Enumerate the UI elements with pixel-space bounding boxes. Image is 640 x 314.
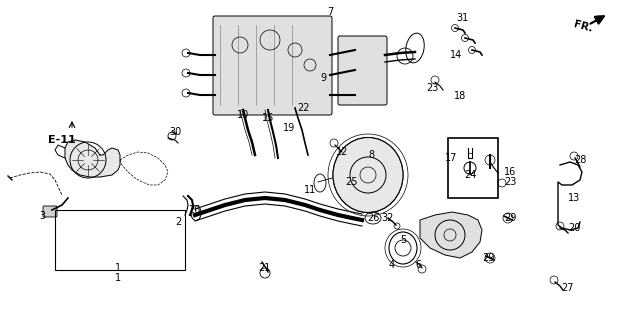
Polygon shape xyxy=(65,140,120,177)
Text: 31: 31 xyxy=(456,13,468,23)
Text: 5: 5 xyxy=(400,235,406,245)
Text: 19: 19 xyxy=(283,123,295,133)
Text: 1: 1 xyxy=(115,263,121,273)
FancyBboxPatch shape xyxy=(213,16,332,115)
Text: 12: 12 xyxy=(336,147,348,157)
Text: 8: 8 xyxy=(368,150,374,160)
Bar xyxy=(55,210,185,270)
Text: 16: 16 xyxy=(504,167,516,177)
Text: 21: 21 xyxy=(258,263,270,273)
FancyBboxPatch shape xyxy=(43,206,57,217)
Bar xyxy=(448,138,498,198)
Text: 22: 22 xyxy=(297,103,309,113)
Text: 6: 6 xyxy=(415,260,421,270)
Text: 2: 2 xyxy=(175,217,181,227)
Text: 23: 23 xyxy=(426,83,438,93)
Text: FR.: FR. xyxy=(572,20,593,34)
Text: 25: 25 xyxy=(345,177,357,187)
Text: 15: 15 xyxy=(262,113,274,123)
Text: 3: 3 xyxy=(39,211,45,221)
Text: 11: 11 xyxy=(304,185,316,195)
Text: 13: 13 xyxy=(568,193,580,203)
FancyArrowPatch shape xyxy=(591,16,604,24)
Text: 4: 4 xyxy=(389,260,395,270)
Text: 17: 17 xyxy=(445,153,457,163)
Text: 27: 27 xyxy=(562,283,574,293)
Text: 10: 10 xyxy=(237,110,249,120)
Text: 26: 26 xyxy=(367,213,379,223)
Text: 7: 7 xyxy=(327,7,333,17)
Text: 30: 30 xyxy=(169,127,181,137)
Text: 9: 9 xyxy=(320,73,326,83)
Text: 14: 14 xyxy=(450,50,462,60)
Text: 23: 23 xyxy=(504,177,516,187)
Text: 18: 18 xyxy=(454,91,466,101)
Polygon shape xyxy=(420,212,482,258)
Text: 32: 32 xyxy=(382,213,394,223)
Text: 20: 20 xyxy=(568,223,580,233)
Text: 29: 29 xyxy=(482,253,494,263)
Text: 29: 29 xyxy=(504,213,516,223)
Ellipse shape xyxy=(333,138,403,213)
Text: 24: 24 xyxy=(464,170,476,180)
Text: E-11: E-11 xyxy=(48,135,76,145)
Text: 1: 1 xyxy=(115,273,121,283)
FancyBboxPatch shape xyxy=(338,36,387,105)
Text: 28: 28 xyxy=(574,155,586,165)
Text: 26: 26 xyxy=(188,205,200,215)
